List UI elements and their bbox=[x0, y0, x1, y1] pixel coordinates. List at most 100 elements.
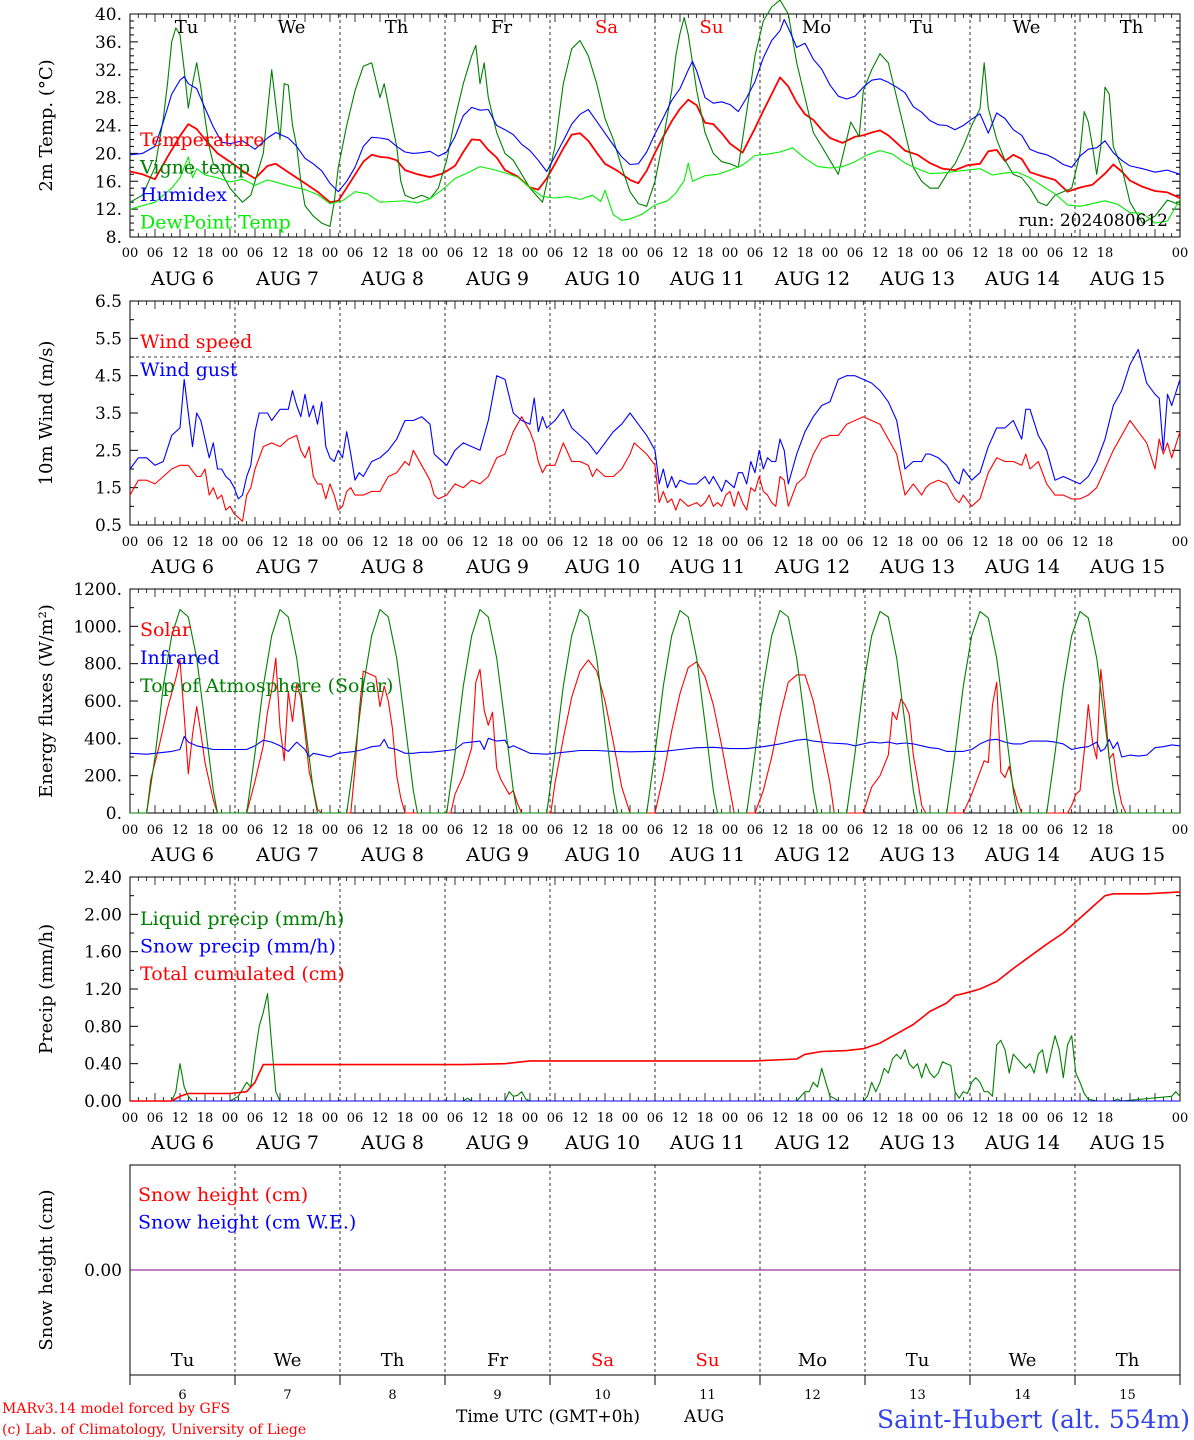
hour-tick-label: 06 bbox=[647, 535, 664, 550]
date-label: AUG 9 bbox=[465, 1132, 529, 1154]
hour-tick-label: 18 bbox=[297, 1111, 314, 1126]
hour-tick-label: 18 bbox=[197, 1111, 214, 1126]
hour-tick-label: 12 bbox=[972, 823, 989, 838]
hour-tick-label: 00 bbox=[622, 1111, 639, 1126]
series-line-total-cumulated-cm- bbox=[130, 891, 1181, 1102]
hour-tick-label: 12 bbox=[372, 246, 389, 261]
hour-tick-label: 12 bbox=[272, 246, 289, 261]
hour-tick-label: 06 bbox=[747, 246, 764, 261]
precip-panel: 0.00 0.40 0.80 1.20 1.60 2.00 2.40 Precip (mm/h… bbox=[36, 868, 1188, 1154]
day-name: Fr bbox=[487, 1350, 508, 1371]
legend-entry: DewPoint Temp bbox=[140, 212, 291, 234]
hour-tick-label: 06 bbox=[947, 535, 964, 550]
day-number: 13 bbox=[909, 1388, 926, 1403]
series-line-wind-speed bbox=[129, 416, 1181, 522]
hour-tick-label: 06 bbox=[147, 535, 164, 550]
hour-tick-label: 12 bbox=[172, 246, 189, 261]
panels: 8. 12. 16. 20. 24. 28. 32. 36. 40. 2m Temp. (°C) T… bbox=[36, 0, 1188, 1403]
hour-tick-label: 06 bbox=[747, 1111, 764, 1126]
y-tick-label: 12. bbox=[95, 200, 122, 220]
hour-tick-label: 06 bbox=[147, 1111, 164, 1126]
hour-tick-label: 00 bbox=[1022, 246, 1039, 261]
wind-frame bbox=[129, 300, 1181, 526]
hour-tick-label: 12 bbox=[372, 823, 389, 838]
hour-tick-label: 12 bbox=[672, 246, 689, 261]
y-tick-label: 1.5 bbox=[95, 479, 122, 499]
date-label: AUG 13 bbox=[879, 1132, 955, 1154]
y-tick-label: 8. bbox=[106, 228, 122, 248]
series-line-liquid-precip-mm-h- bbox=[130, 993, 1181, 1102]
hour-tick-label: 00 bbox=[922, 823, 939, 838]
date-label: AUG 14 bbox=[984, 844, 1060, 866]
hour-tick-label: 06 bbox=[847, 823, 864, 838]
series-line-dewpoint-temp bbox=[129, 147, 1181, 224]
legend-entry: Wind speed bbox=[140, 331, 252, 353]
month-label: AUG bbox=[683, 1407, 724, 1427]
day-name: We bbox=[1009, 1350, 1037, 1371]
hour-tick-label: 18 bbox=[1097, 823, 1114, 838]
y-tick-label: 2.00 bbox=[84, 905, 122, 925]
date-label: AUG 7 bbox=[255, 1132, 319, 1154]
hour-tick-label: 12 bbox=[1072, 535, 1089, 550]
hour-tick-label: 06 bbox=[347, 823, 364, 838]
day-number: 6 bbox=[178, 1388, 186, 1403]
hour-tick-label: 18 bbox=[197, 535, 214, 550]
temp-panel: 8. 12. 16. 20. 24. 28. 32. 36. 40. 2m Temp. (°C) T… bbox=[36, 0, 1188, 290]
date-label: AUG 13 bbox=[879, 556, 955, 578]
series-line-solar bbox=[130, 657, 1180, 814]
legend-entry: Vigne temp bbox=[139, 157, 250, 179]
day-name: Th bbox=[1116, 1350, 1140, 1371]
hour-tick-label: 12 bbox=[672, 823, 689, 838]
legend-entry: Snow precip (mm/h) bbox=[140, 936, 336, 958]
temp-ylabel: 2m Temp. (°C) bbox=[36, 59, 57, 191]
hour-tick-label: 18 bbox=[697, 535, 714, 550]
hour-tick-label: 18 bbox=[997, 246, 1014, 261]
hour-tick-label: 06 bbox=[847, 535, 864, 550]
run-label: run: 2024080612 bbox=[1019, 211, 1168, 231]
hour-tick-label: 12 bbox=[872, 1111, 889, 1126]
hour-tick-label: 18 bbox=[897, 1111, 914, 1126]
hour-tick-label: 06 bbox=[247, 246, 264, 261]
day-number: 7 bbox=[283, 1388, 291, 1403]
date-label: AUG 14 bbox=[984, 1132, 1060, 1154]
date-label: AUG 10 bbox=[564, 1132, 640, 1154]
hour-tick-label: 00 bbox=[1172, 535, 1189, 550]
hour-tick-label: 18 bbox=[397, 1111, 414, 1126]
hour-tick-label: 06 bbox=[747, 535, 764, 550]
hour-tick-label: 06 bbox=[1047, 1111, 1064, 1126]
series-line-wind-gust bbox=[129, 348, 1181, 500]
hour-tick-label: 06 bbox=[847, 1111, 864, 1126]
energy-ylabel: Energy fluxes (W/m²) bbox=[36, 604, 57, 798]
date-label: AUG 11 bbox=[669, 844, 745, 866]
hour-tick-label: 18 bbox=[997, 535, 1014, 550]
date-label: AUG 13 bbox=[879, 268, 955, 290]
y-tick-label: 40. bbox=[95, 5, 122, 25]
y-tick-label: 2.40 bbox=[84, 868, 122, 888]
hour-tick-label: 00 bbox=[122, 246, 139, 261]
hour-tick-label: 12 bbox=[1072, 1111, 1089, 1126]
day-name: We bbox=[1013, 17, 1041, 38]
date-label: AUG 6 bbox=[150, 268, 214, 290]
hour-tick-label: 12 bbox=[472, 246, 489, 261]
hour-tick-label: 06 bbox=[647, 1111, 664, 1126]
hour-tick-label: 18 bbox=[497, 1111, 514, 1126]
y-tick-label: 0.00 bbox=[84, 1261, 122, 1281]
legend-entry: Solar bbox=[140, 619, 192, 641]
date-label: AUG 8 bbox=[360, 268, 424, 290]
y-tick-label: 800. bbox=[84, 655, 122, 675]
hour-tick-label: 06 bbox=[447, 823, 464, 838]
day-name: Tu bbox=[906, 1350, 930, 1371]
hour-tick-label: 18 bbox=[497, 246, 514, 261]
hour-tick-label: 06 bbox=[1047, 246, 1064, 261]
hour-tick-label: 12 bbox=[272, 823, 289, 838]
hour-tick-label: 18 bbox=[797, 823, 814, 838]
hour-tick-label: 18 bbox=[1097, 1111, 1114, 1126]
day-name: Sa bbox=[591, 1350, 614, 1371]
hour-tick-label: 18 bbox=[197, 823, 214, 838]
legend-entry: Liquid precip (mm/h) bbox=[140, 908, 344, 930]
hour-tick-label: 06 bbox=[847, 246, 864, 261]
hour-tick-label: 00 bbox=[722, 535, 739, 550]
hour-tick-label: 12 bbox=[272, 535, 289, 550]
hour-tick-label: 12 bbox=[172, 1111, 189, 1126]
date-label: AUG 13 bbox=[879, 844, 955, 866]
